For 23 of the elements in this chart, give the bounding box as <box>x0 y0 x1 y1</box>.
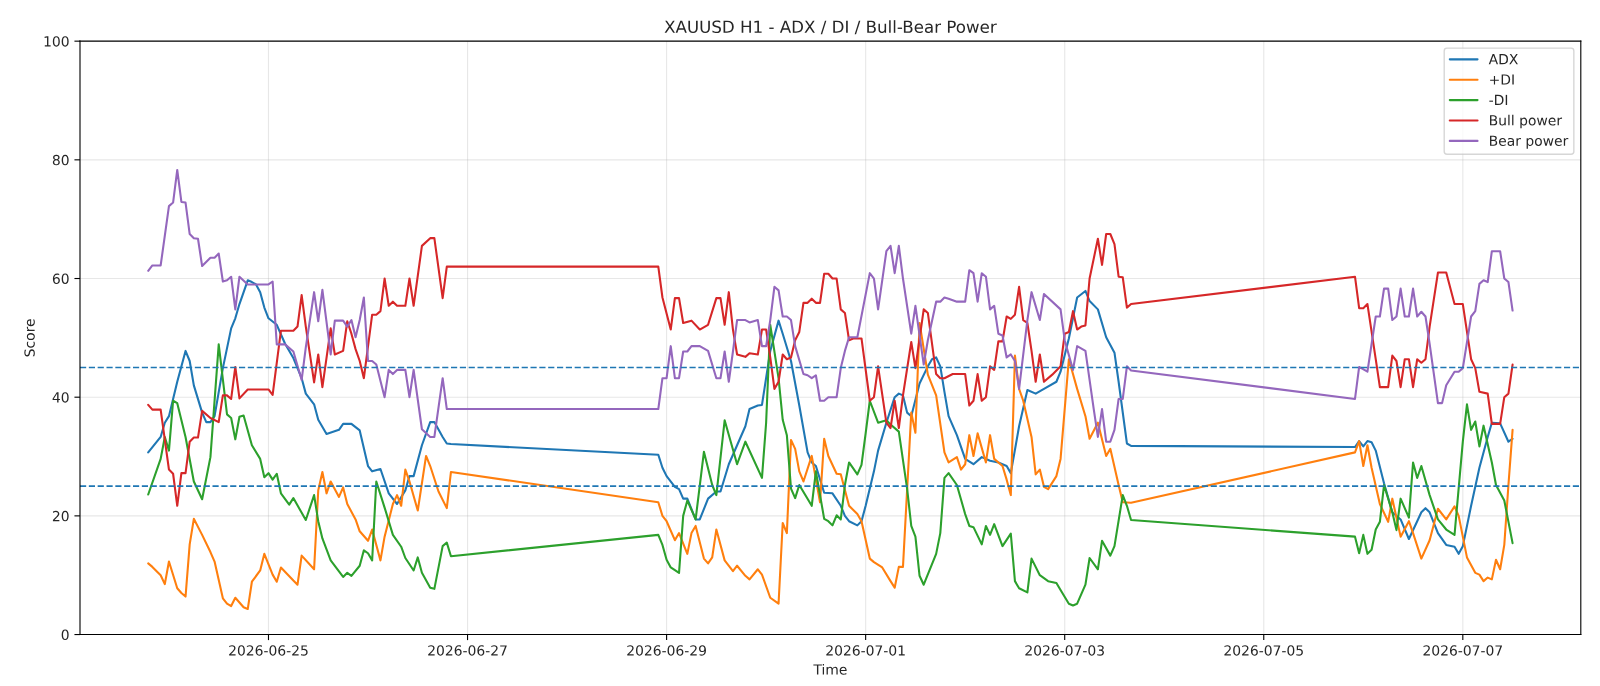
x-tick-label: 2026-07-03 <box>1025 645 1104 656</box>
chart-title: XAUUSD H1 - ADX / DI / Bull-Bear Power <box>664 20 997 35</box>
legend-label: +DI <box>1490 74 1514 85</box>
legend-label: Bear power <box>1490 135 1569 149</box>
y-tick-label: 80 <box>52 154 69 166</box>
legend-label: -DI <box>1489 94 1508 105</box>
x-tick-label: 2026-06-29 <box>627 645 706 656</box>
x-axis-title: Time <box>813 663 847 675</box>
legend-label: ADX <box>1488 54 1518 65</box>
y-tick-label: 0 <box>61 629 69 641</box>
line-series <box>147 168 1514 443</box>
x-tick-label: 2026-07-01 <box>826 645 905 656</box>
line-series <box>147 232 1514 507</box>
y-axis-title: Score <box>24 319 35 357</box>
y-tick-label: 40 <box>52 392 69 403</box>
x-tick-label: 2026-06-25 <box>229 645 308 656</box>
y-tick-label: 100 <box>44 36 69 47</box>
x-tick-label: 2026-07-07 <box>1423 645 1502 656</box>
x-tick-label: 2026-06-27 <box>428 645 507 656</box>
y-tick-label: 60 <box>52 273 69 284</box>
legend-label: Bull power <box>1490 114 1563 129</box>
y-tick-label: 20 <box>52 510 69 522</box>
x-tick-label: 2026-07-05 <box>1224 645 1303 656</box>
